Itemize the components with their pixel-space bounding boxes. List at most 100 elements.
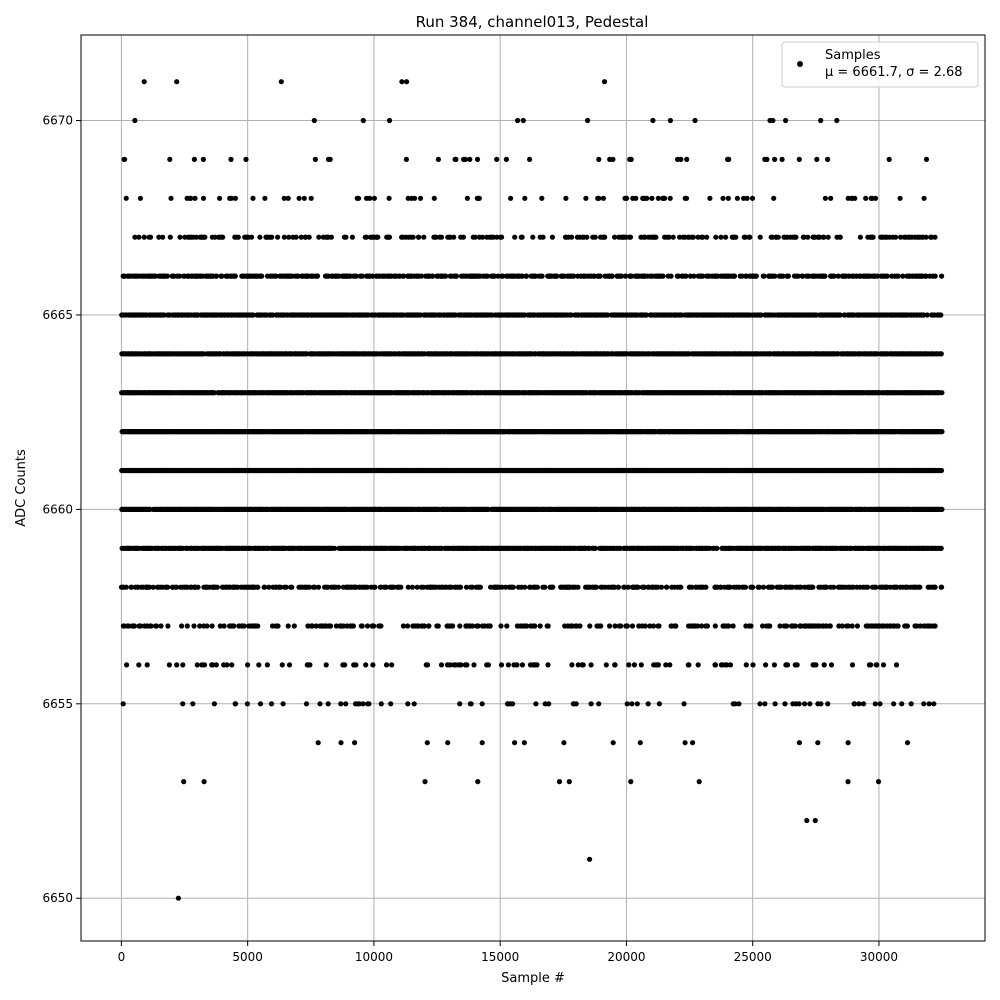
data-point <box>631 662 638 668</box>
data-point <box>695 662 701 668</box>
data-point <box>673 623 679 629</box>
data-point <box>126 623 132 629</box>
data-point <box>283 584 289 590</box>
data-point <box>796 701 802 707</box>
data-point <box>647 623 653 629</box>
data-point <box>932 584 938 590</box>
data-point <box>194 662 200 668</box>
data-point <box>815 740 821 746</box>
data-point <box>291 623 297 629</box>
data-point <box>457 701 463 707</box>
data-point <box>932 623 938 629</box>
data-point <box>656 701 663 707</box>
data-point <box>931 701 937 707</box>
data-point <box>642 623 648 629</box>
data-point <box>405 623 411 629</box>
data-point <box>812 817 818 824</box>
data-point <box>607 623 613 629</box>
data-point <box>732 701 738 707</box>
data-point <box>315 584 322 590</box>
data-point <box>730 623 736 629</box>
data-point <box>463 584 470 590</box>
data-point <box>359 623 365 629</box>
data-point <box>818 701 824 707</box>
data-point <box>926 701 932 707</box>
data-point <box>364 623 371 629</box>
data-point <box>852 701 858 707</box>
data-point <box>338 701 344 707</box>
data-point <box>144 662 150 668</box>
data-point <box>727 662 734 668</box>
data-point <box>201 779 207 785</box>
data-point <box>917 584 923 590</box>
data-point <box>939 429 945 435</box>
data-point <box>638 662 644 668</box>
data-point <box>569 662 575 668</box>
data-point <box>845 740 851 746</box>
data-point <box>360 701 366 707</box>
data-point <box>131 623 138 629</box>
data-point <box>610 740 616 746</box>
data-point <box>696 779 702 785</box>
data-point <box>807 701 813 707</box>
data-point <box>629 623 636 629</box>
data-point <box>438 662 445 668</box>
data-point <box>356 701 362 707</box>
data-point <box>624 701 630 707</box>
data-point <box>350 623 356 629</box>
data-point <box>286 662 293 668</box>
data-point <box>477 584 483 590</box>
data-point <box>625 584 631 590</box>
data-point <box>342 662 348 668</box>
data-point <box>893 662 900 668</box>
data-point <box>214 584 220 590</box>
data-point <box>372 584 378 590</box>
data-point <box>938 467 945 474</box>
data-point <box>865 584 871 590</box>
data-point <box>464 662 470 668</box>
data-point <box>534 662 540 668</box>
data-point <box>343 701 349 707</box>
data-point <box>748 623 754 629</box>
data-point <box>366 701 372 707</box>
data-point <box>414 584 420 590</box>
data-point <box>794 662 800 668</box>
data-point <box>303 701 310 707</box>
data-point <box>505 662 511 668</box>
data-point <box>689 584 695 590</box>
data-point <box>763 662 769 668</box>
data-point <box>849 623 855 629</box>
data-point <box>580 662 586 668</box>
data-point <box>409 584 415 590</box>
data-point <box>257 701 264 707</box>
data-point <box>592 545 598 551</box>
data-point <box>317 701 323 707</box>
data-point <box>241 623 247 629</box>
data-point <box>849 662 856 668</box>
data-point <box>289 584 295 590</box>
data-point <box>856 701 862 707</box>
data-point <box>612 584 618 590</box>
data-point <box>593 584 600 590</box>
data-point <box>762 701 768 707</box>
data-point <box>363 662 369 668</box>
data-point <box>635 584 641 590</box>
data-point <box>760 623 766 629</box>
data-point <box>760 584 767 590</box>
data-point <box>336 584 342 590</box>
data-point <box>545 623 551 629</box>
data-point <box>522 584 528 590</box>
data-point <box>743 662 749 668</box>
data-point <box>831 584 837 590</box>
data-point <box>546 701 552 707</box>
data-point <box>383 584 389 590</box>
data-point <box>877 701 883 707</box>
data-point <box>782 701 788 707</box>
data-point <box>736 701 742 707</box>
data-point <box>777 623 783 629</box>
data-point <box>469 584 475 590</box>
data-point <box>165 584 171 590</box>
data-point <box>504 623 510 629</box>
data-point <box>217 623 223 629</box>
